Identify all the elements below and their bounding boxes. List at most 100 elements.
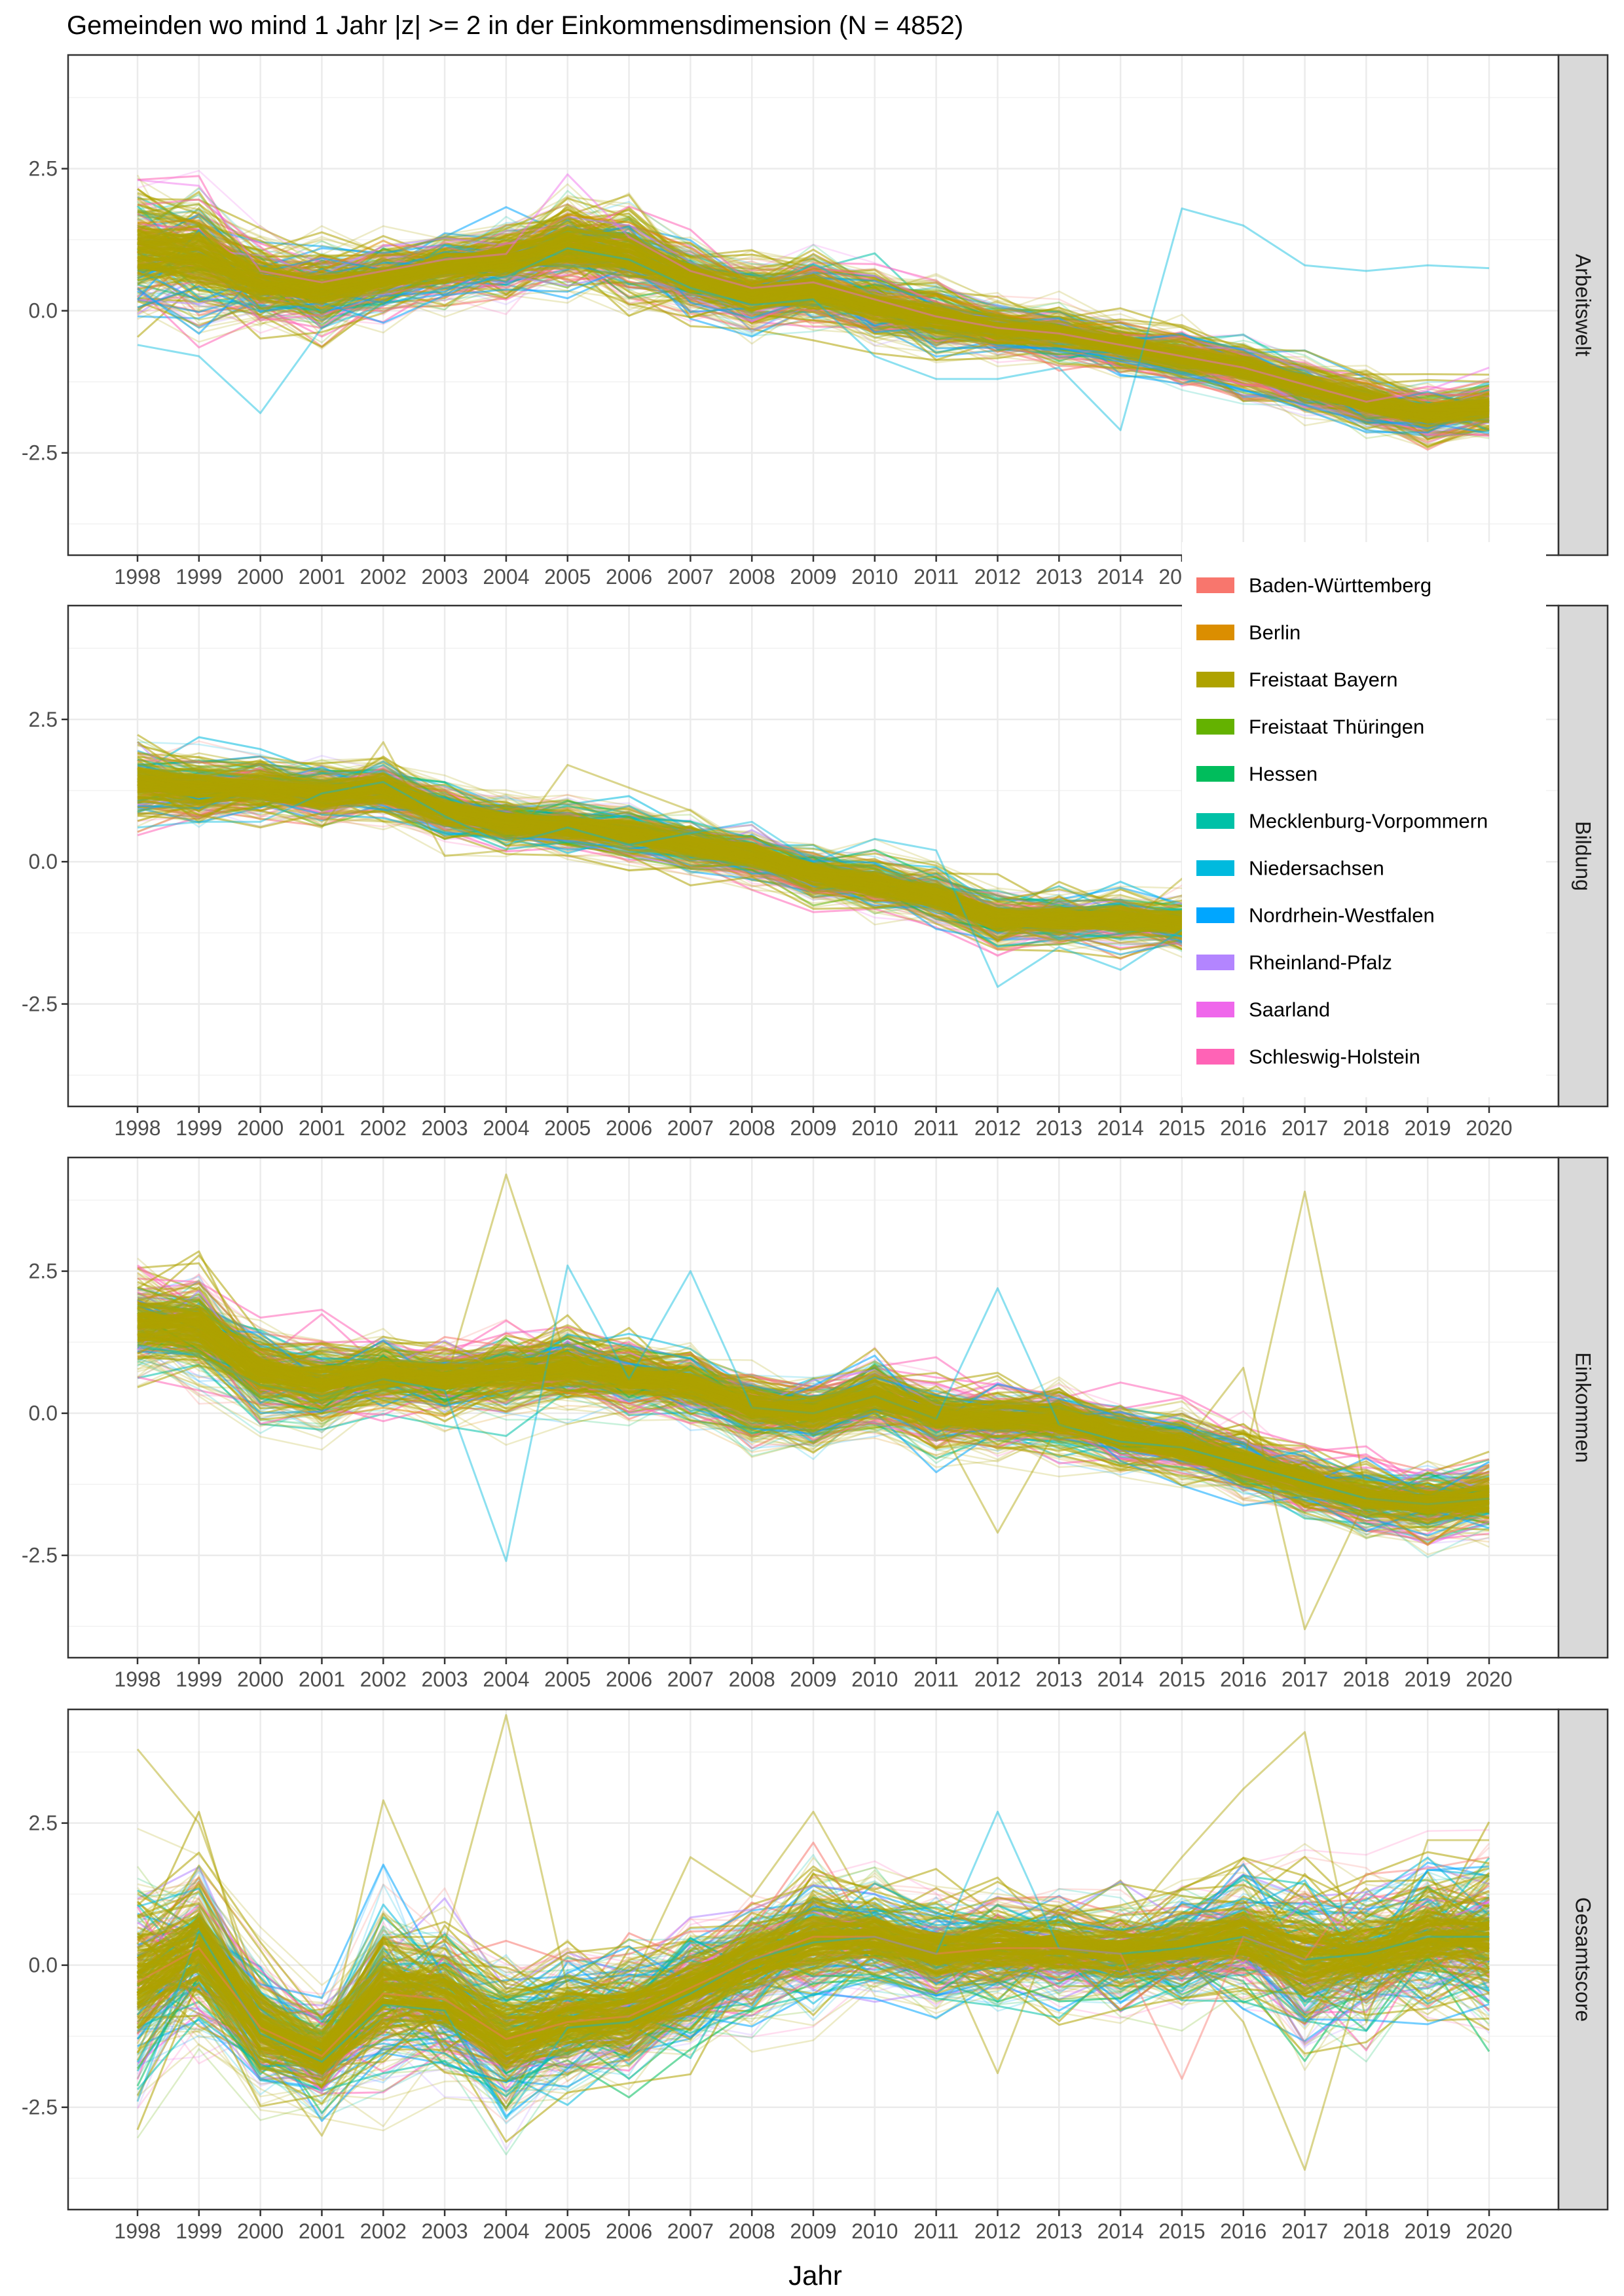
x-tick-label: 2015 [1158, 2219, 1205, 2243]
x-tick-label: 2020 [1466, 2219, 1512, 2243]
x-tick-label: 2000 [237, 1667, 284, 1691]
series-line-core [137, 1934, 1490, 2071]
legend-label: Freistaat Bayern [1249, 668, 1397, 691]
series-line [137, 1348, 1490, 1542]
x-tick-label: 2003 [421, 565, 468, 589]
x-tick-label: 2012 [974, 1116, 1021, 1140]
outlier-line [137, 173, 1490, 403]
series-line [137, 1351, 1490, 1533]
x-tick-label: 2007 [667, 565, 714, 589]
series-line-core [137, 1298, 1490, 1494]
outlier-line [136, 1714, 1489, 2075]
x-tick-label: 2005 [544, 565, 591, 589]
legend-label: Baden-Württemberg [1249, 574, 1431, 597]
x-tick-label: 2013 [1036, 565, 1082, 589]
x-tick-label: 2013 [1036, 2219, 1082, 2243]
x-tick-label: 2007 [667, 1667, 714, 1691]
series-line [137, 1310, 1490, 1518]
series-line-core [137, 237, 1490, 409]
series-line-core [137, 1896, 1490, 2036]
x-tick-label: 2010 [851, 565, 898, 589]
x-tick-label: 1999 [175, 2219, 222, 2243]
x-tick-label: 2005 [544, 1116, 591, 1140]
x-tick-label: 1999 [175, 565, 222, 589]
x-tick-label: 2008 [729, 1116, 775, 1140]
x-tick-label: 2007 [667, 1116, 714, 1140]
facet-label: Bildung [1572, 821, 1595, 891]
series-line [137, 1863, 1490, 2020]
x-tick-label: 2019 [1405, 1116, 1451, 1140]
x-tick-label: 2002 [360, 2219, 407, 2243]
x-tick-label: 1999 [175, 1116, 222, 1140]
y-tick-label: 2.5 [29, 157, 58, 181]
legend-key [1196, 907, 1234, 923]
series-line-core [137, 1942, 1490, 2066]
x-tick-label: 2003 [421, 1116, 468, 1140]
series-line [137, 1918, 1490, 2095]
series-line-core [136, 1940, 1490, 2055]
x-tick-label: 1998 [114, 565, 160, 589]
panel-einkommen: Einkommen 2.5 0.0 -2.5 1998 1999 2000 2001 2002 2… [22, 1156, 1609, 1691]
x-tick-label: 2000 [237, 2219, 284, 2243]
y-tick-label: 0.0 [29, 299, 58, 323]
legend: Baden-Württemberg Berlin Freistaat Bayern F… [1182, 542, 1546, 1097]
series-line [136, 1932, 1490, 2084]
series-line [137, 196, 1490, 401]
series-line [136, 1957, 1490, 2098]
x-tick-label: 2012 [974, 2219, 1021, 2243]
facet-label: Gesamtscore [1572, 1897, 1595, 2022]
series-line-core [137, 1921, 1490, 2058]
panel-arbeitswelt: Arbeitswelt 2.5 0.0 -2.5 1998 1999 2000 2001 200… [22, 54, 1609, 589]
x-tick-label: 2005 [544, 2219, 591, 2243]
x-tick-label: 2004 [483, 1116, 529, 1140]
legend-key [1196, 955, 1234, 970]
outlier-line [137, 207, 1490, 431]
facet-strip [1557, 1156, 1609, 1659]
x-tick-label: 2001 [299, 1667, 345, 1691]
legend-key [1196, 577, 1234, 593]
series-line [137, 210, 1490, 410]
x-tick-label: 2014 [1097, 565, 1143, 589]
x-tick-label: 2002 [360, 565, 407, 589]
x-tick-label: 2010 [851, 1667, 898, 1691]
x-tick-label: 2009 [790, 565, 836, 589]
legend-key [1196, 672, 1234, 687]
x-axis-title: Jahr [788, 2260, 842, 2291]
series-line-core [137, 1326, 1490, 1514]
series-line [137, 264, 1490, 436]
x-tick-label: 2000 [237, 1116, 284, 1140]
series-line [137, 1886, 1490, 2086]
outlier-line [137, 1173, 1489, 1500]
x-tick-label: 2017 [1282, 1667, 1328, 1691]
legend-label: Rheinland-Pfalz [1249, 951, 1392, 974]
series-line [136, 1937, 1490, 2105]
x-tick-label: 2011 [913, 565, 959, 589]
x-tick-label: 2010 [851, 2219, 898, 2243]
y-tick-label: -2.5 [22, 993, 58, 1016]
x-tick-label: 2009 [790, 1667, 836, 1691]
x-tick-label: 2018 [1343, 1667, 1390, 1691]
legend-label: Schleswig-Holstein [1249, 1046, 1420, 1068]
x-tick-label: 2013 [1036, 1667, 1082, 1691]
y-tick-label: -2.5 [22, 441, 58, 465]
series-line-core [137, 230, 1490, 410]
legend-label: Nordrhein-Westfalen [1249, 904, 1435, 927]
series-line [137, 1829, 1490, 2004]
x-tick-label: 2016 [1220, 1116, 1266, 1140]
outlier-line [137, 1264, 1490, 1562]
facet-strip [1557, 604, 1609, 1108]
y-tick-label: -2.5 [22, 1544, 58, 1567]
x-tick-label: 2019 [1405, 2219, 1451, 2243]
series-line [136, 1925, 1490, 2095]
x-tick-label: 2003 [421, 2219, 468, 2243]
y-tick-label: 2.5 [29, 1812, 58, 1835]
x-tick-label: 2020 [1466, 1116, 1512, 1140]
x-tick-label: 2011 [913, 2219, 959, 2243]
x-tick-label: 2009 [790, 1116, 836, 1140]
outlier-line [136, 1941, 1490, 2171]
x-tick-label: 2004 [483, 565, 529, 589]
legend-label: Berlin [1249, 621, 1301, 644]
y-tick-label: 2.5 [29, 708, 58, 731]
facet-strip [1557, 1708, 1609, 2211]
